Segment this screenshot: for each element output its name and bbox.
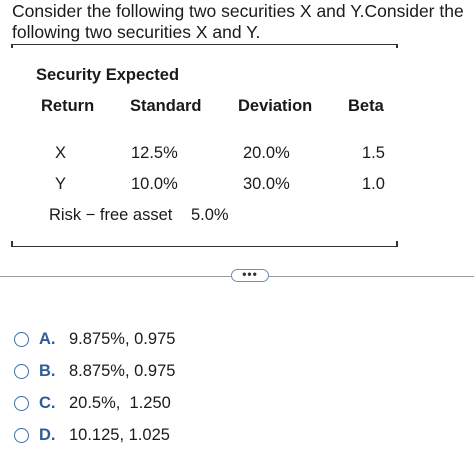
- table-header-standard: Standard: [130, 97, 202, 115]
- answer-option-a[interactable]: A. 9.875%, 0.975: [14, 328, 175, 350]
- answer-option-c[interactable]: C. 20.5%, 1.250: [14, 392, 171, 414]
- risk-free-value: 5.0%: [191, 206, 229, 224]
- option-text: 20.5%, 1.250: [69, 393, 171, 412]
- row-x-name: X: [55, 144, 67, 162]
- row-x-std-dev: 20.0%: [243, 144, 290, 162]
- table-header-beta: Beta: [348, 97, 384, 115]
- radio-circle-icon[interactable]: [14, 331, 29, 347]
- table-header-deviation: Deviation: [238, 97, 313, 115]
- option-text: 9.875%, 0.975: [69, 329, 176, 348]
- answer-option-b[interactable]: B. 8.875%, 0.975: [14, 360, 175, 382]
- row-x-expected-return: 12.5%: [131, 144, 178, 162]
- table-header-security-expected: Security Expected: [36, 66, 180, 84]
- table-header-return: Return: [41, 97, 95, 115]
- data-table-frame: [11, 44, 398, 247]
- option-letter: A.: [39, 329, 56, 348]
- risk-free-label: Risk − free asset: [49, 206, 173, 224]
- radio-circle-icon[interactable]: [14, 427, 29, 443]
- option-letter: D.: [39, 425, 56, 444]
- option-letter: B.: [39, 361, 56, 380]
- question-text: Consider the following two securities X …: [12, 1, 464, 42]
- expand-more-button[interactable]: •••: [231, 266, 269, 282]
- radio-circle-icon[interactable]: [14, 363, 29, 379]
- option-text: 10.125, 1.025: [69, 425, 170, 444]
- option-letter: C.: [39, 393, 56, 412]
- answer-option-d[interactable]: D. 10.125, 1.025: [14, 424, 170, 446]
- ellipsis-icon: •••: [242, 266, 258, 281]
- option-text: 8.875%, 0.975: [69, 361, 176, 380]
- row-y-std-dev: 30.0%: [243, 175, 290, 193]
- row-x-beta: 1.5: [362, 144, 385, 162]
- row-y-name: Y: [55, 175, 67, 193]
- row-y-expected-return: 10.0%: [131, 175, 178, 193]
- row-y-beta: 1.0: [362, 175, 385, 193]
- radio-circle-icon[interactable]: [14, 395, 29, 411]
